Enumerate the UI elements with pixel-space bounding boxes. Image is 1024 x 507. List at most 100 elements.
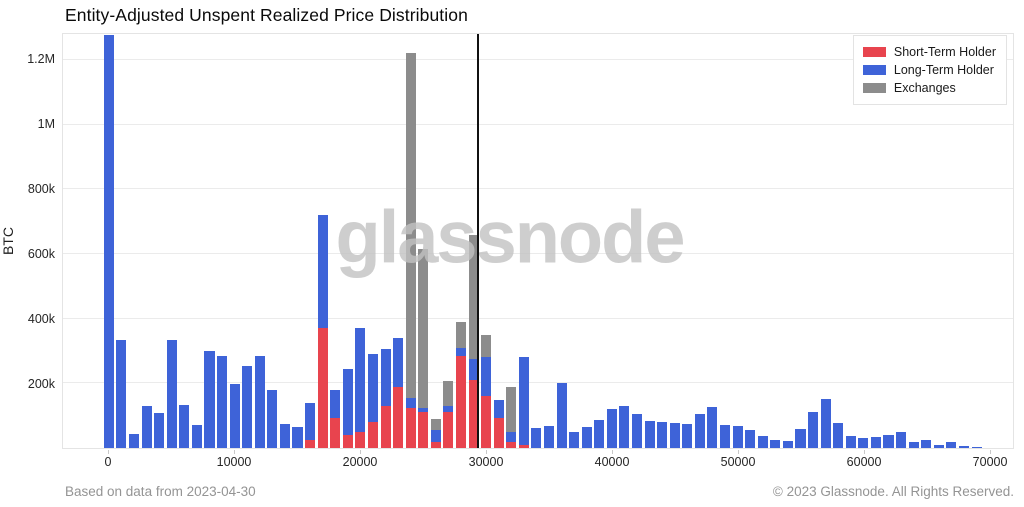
bar-stack: [493, 400, 504, 448]
y-axis-tick-labels: 200k 400k 600k 800k 1M 1.2M: [0, 33, 55, 449]
x-tick-label: 30000: [468, 455, 504, 469]
bar-segment: [305, 402, 316, 440]
bar-stack: [418, 249, 429, 448]
bar-stack: [569, 432, 580, 448]
bar-stack: [292, 426, 303, 448]
bar-stack: [317, 215, 328, 448]
bar-stack: [631, 414, 643, 448]
bar-segment: [556, 383, 567, 448]
bar-segment: [355, 431, 366, 448]
bar-stack: [870, 436, 881, 448]
bar-segment: [782, 440, 793, 448]
bar-stack: [191, 425, 202, 448]
legend-item-exchanges[interactable]: Exchanges: [862, 79, 996, 97]
x-tick-label: 70000: [972, 455, 1008, 469]
bar-stack: [355, 328, 366, 448]
bar-segment: [141, 405, 152, 448]
bar-segment: [405, 407, 416, 448]
bar-stack: [116, 339, 127, 448]
bar-stack: [745, 430, 756, 448]
bar-segment: [154, 413, 165, 448]
bar-segment: [908, 441, 919, 448]
bar-segment: [204, 350, 215, 448]
bar-segment: [455, 347, 466, 356]
bar-segment: [896, 432, 907, 448]
bar-segment: [455, 355, 466, 448]
bar-segment: [657, 422, 668, 448]
legend-label: Short-Term Holder: [893, 45, 996, 59]
x-axis: 0 10000 20000 30000 40000 50000 60000 70000: [62, 450, 1014, 474]
y-tick-label: 800k: [27, 182, 55, 196]
bar-segment: [468, 359, 479, 381]
bar-stack: [393, 338, 404, 448]
bar-segment: [430, 430, 441, 442]
bar-stack: [229, 383, 240, 448]
legend-swatch: [862, 47, 886, 57]
bar-segment: [594, 419, 605, 448]
y-tick-label: 1M: [37, 117, 55, 131]
bar-segment: [254, 355, 265, 448]
bar-segment: [342, 435, 353, 448]
bar-stack: [556, 383, 567, 448]
bar-stack: [594, 419, 605, 448]
gridline-400k: [63, 317, 1013, 319]
bar-stack: [782, 440, 793, 448]
bars-layer: [63, 34, 1013, 448]
bar-segment: [129, 434, 140, 448]
bar-stack: [166, 339, 177, 448]
bar-stack: [682, 423, 693, 448]
x-tick-label: 40000: [594, 455, 630, 469]
bar-stack: [154, 413, 165, 448]
bar-stack: [644, 420, 655, 448]
bar-stack: [443, 381, 454, 448]
bar-stack: [971, 446, 982, 448]
bar-stack: [581, 427, 592, 448]
bar-segment: [418, 412, 429, 448]
bar-stack: [833, 422, 844, 448]
bar-stack: [820, 399, 831, 448]
bar-stack: [531, 428, 542, 448]
bar-segment: [795, 428, 806, 448]
bar-segment: [481, 357, 492, 397]
bar-segment: [971, 446, 982, 448]
bar-segment: [543, 425, 555, 448]
bar-stack: [518, 357, 529, 448]
bar-segment: [443, 405, 454, 413]
bar-segment: [946, 442, 957, 448]
bar-stack: [242, 366, 253, 448]
bar-segment: [393, 386, 404, 448]
legend-item-long-term-holder[interactable]: Long-Term Holder: [862, 61, 996, 79]
bar-stack: [468, 234, 479, 448]
bar-segment: [305, 439, 316, 448]
bar-stack: [543, 425, 555, 448]
bar-stack: [795, 428, 806, 448]
bar-segment: [330, 389, 341, 419]
bar-segment: [166, 339, 177, 448]
bar-segment: [405, 397, 416, 408]
bar-segment: [355, 328, 366, 432]
bar-stack: [267, 389, 278, 448]
chart-title: Entity-Adjusted Unspent Realized Price D…: [65, 5, 468, 25]
bar-segment: [845, 436, 856, 448]
x-tick-label: 20000: [342, 455, 378, 469]
plot-area[interactable]: glassnode Short-Term Holder Long-Term Hol…: [62, 33, 1014, 449]
bar-segment: [317, 215, 328, 328]
bar-stack: [405, 53, 416, 448]
bar-stack: [217, 356, 228, 448]
legend-item-short-term-holder[interactable]: Short-Term Holder: [862, 43, 996, 61]
bar-segment: [468, 380, 479, 448]
x-tick-mark: [864, 450, 866, 454]
bar-segment: [481, 334, 492, 358]
bar-segment: [279, 423, 290, 448]
bar-segment: [468, 234, 479, 360]
legend: Short-Term Holder Long-Term Holder Exchang…: [852, 35, 1007, 105]
legend-swatch: [862, 65, 886, 75]
bar-segment: [883, 435, 894, 448]
bar-segment: [506, 441, 517, 448]
bar-stack: [330, 389, 341, 448]
x-tick-mark: [990, 450, 992, 454]
bar-stack: [933, 445, 944, 448]
bar-segment: [443, 412, 454, 448]
bar-stack: [732, 426, 743, 448]
bar-stack: [254, 355, 265, 448]
